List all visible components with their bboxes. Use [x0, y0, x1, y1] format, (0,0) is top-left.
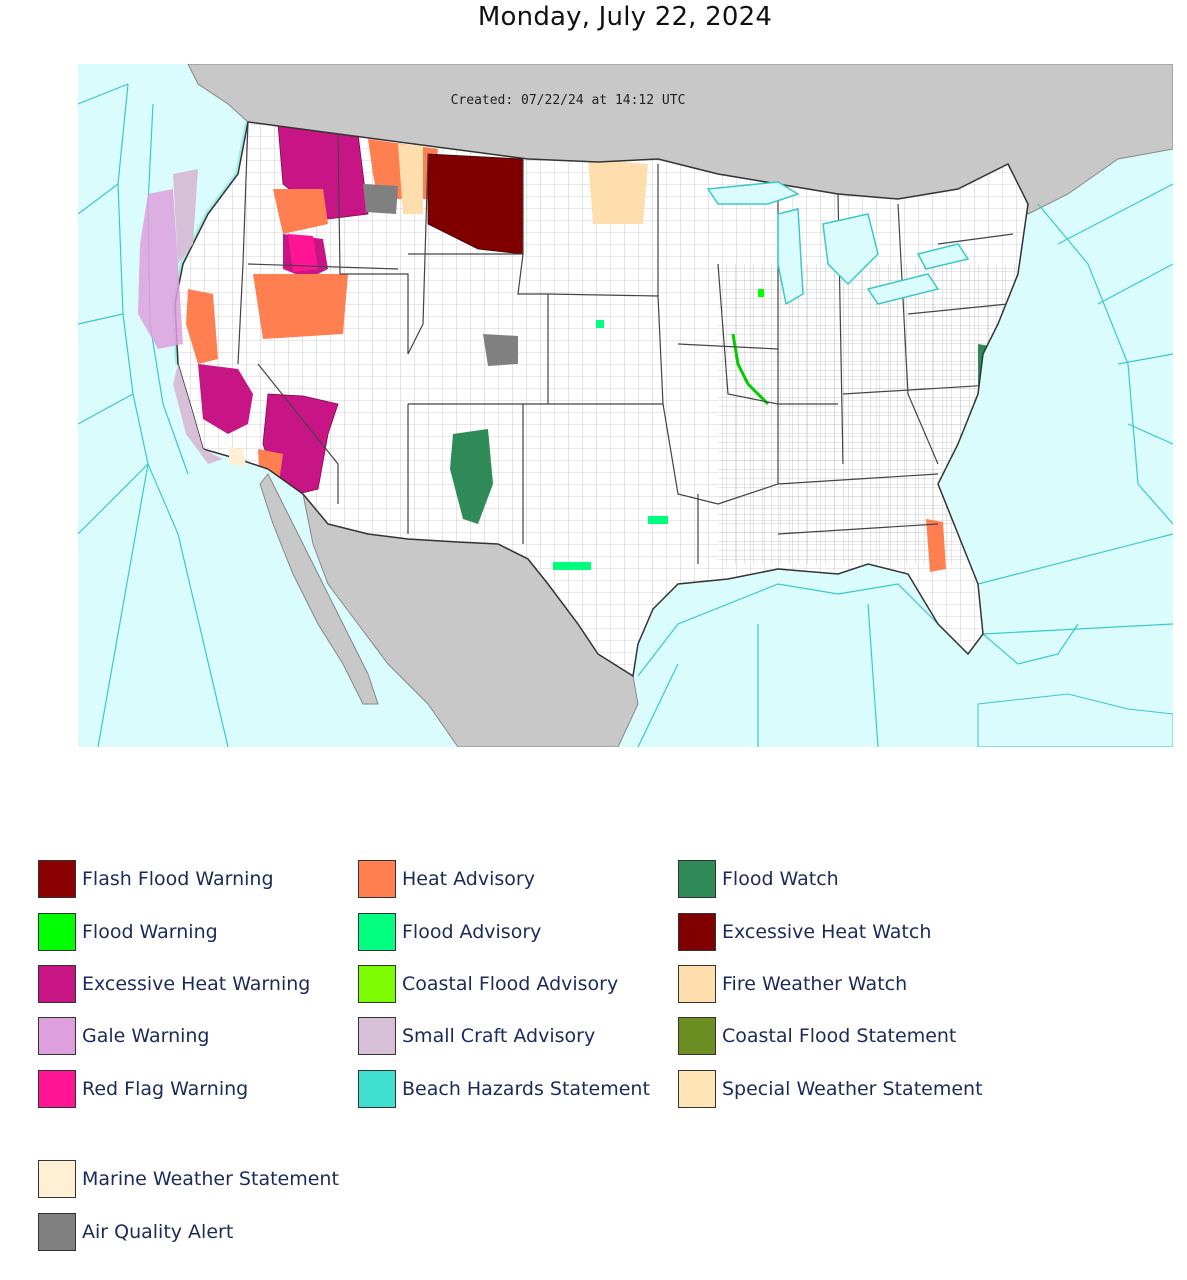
legend-item-special-weather-statement: Special Weather Statement: [678, 1069, 983, 1109]
heat-advisory-area: [253, 274, 348, 339]
legend-label: Marine Weather Statement: [82, 1168, 339, 1190]
red-flag-warning-area: [288, 234, 318, 272]
legend-label: Flood Advisory: [402, 921, 542, 943]
flood-warning-area: [731, 333, 770, 406]
legend-item-marine-weather-statement: Marine Weather Statement: [38, 1159, 339, 1199]
legend-swatch: [38, 1213, 76, 1251]
legend-swatch: [38, 1070, 76, 1108]
created-timestamp: Created: 07/22/24 at 14:12 UTC: [451, 93, 686, 108]
legend-swatch: [678, 913, 716, 951]
excessive-heat-watch-area: [427, 153, 524, 255]
legend-item-air-quality-alert: Air Quality Alert: [38, 1212, 233, 1252]
legend-label: Flood Watch: [722, 868, 839, 890]
air-quality-alert-area: [483, 334, 518, 366]
flood-advisory-area: [553, 562, 591, 570]
legend-swatch: [38, 1160, 76, 1198]
legend-swatch: [678, 965, 716, 1003]
legend-label: Excessive Heat Warning: [82, 973, 311, 995]
legend-swatch: [358, 965, 396, 1003]
marine-zones: [78, 83, 1173, 747]
flood-advisory-area: [596, 320, 604, 328]
legend-label: Special Weather Statement: [722, 1078, 983, 1100]
legend-label: Small Craft Advisory: [402, 1025, 596, 1047]
legend-label: Air Quality Alert: [82, 1221, 234, 1243]
heat-advisory-area: [186, 289, 218, 364]
legend-label: Coastal Flood Statement: [722, 1025, 957, 1047]
fire-weather-watch-area: [398, 144, 423, 214]
marine-weather-statement-area: [228, 447, 246, 466]
legend-label: Red Flag Warning: [82, 1078, 249, 1100]
legend-item-coastal-flood-statement: Coastal Flood Statement: [678, 1016, 956, 1056]
legend-swatch: [38, 965, 76, 1003]
legend-label: Beach Hazards Statement: [402, 1078, 650, 1100]
legend-swatch: [358, 860, 396, 898]
flood-advisory-area: [648, 516, 668, 524]
legend-swatch: [358, 1070, 396, 1108]
legend-item-small-craft-advisory: Small Craft Advisory: [358, 1016, 595, 1056]
page-title: Monday, July 22, 2024: [477, 2, 773, 32]
legend-item-gale-warning: Gale Warning: [38, 1016, 210, 1056]
legend-label: Fire Weather Watch: [722, 973, 908, 995]
legend-swatch: [678, 860, 716, 898]
legend-swatch: [38, 860, 76, 898]
legend-label: Flood Warning: [82, 921, 218, 943]
legend-item-flood-watch: Flood Watch: [678, 859, 839, 899]
legend-item-coastal-flood-advisory: Coastal Flood Advisory: [358, 964, 618, 1004]
heat-advisory-area: [273, 189, 328, 234]
small-craft-advisory-area: [173, 169, 198, 264]
legend-item-flood-warning: Flood Warning: [38, 912, 218, 952]
hazard-map[interactable]: Created: 07/22/24 at 14:12 UTC: [78, 64, 1173, 747]
excessive-heat-warning-area: [198, 364, 253, 434]
legend-label: Flash Flood Warning: [82, 868, 274, 890]
legend-label: Coastal Flood Advisory: [402, 973, 619, 995]
legend-item-flash-flood-warning: Flash Flood Warning: [38, 859, 274, 899]
legend-label: Heat Advisory: [402, 868, 535, 890]
legend-swatch: [358, 913, 396, 951]
legend-label: Gale Warning: [82, 1025, 210, 1047]
us-outline: [174, 121, 1029, 678]
baja-land: [259, 473, 379, 705]
flood-watch-area: [450, 429, 493, 524]
fire-weather-watch-area: [588, 159, 648, 224]
legend-swatch: [678, 1070, 716, 1108]
flood-warning-area: [758, 289, 764, 297]
legend-item-fire-weather-watch: Fire Weather Watch: [678, 964, 907, 1004]
legend-item-beach-hazards-statement: Beach Hazards Statement: [358, 1069, 650, 1109]
air-quality-alert-area: [363, 184, 398, 214]
legend-item-flood-advisory: Flood Advisory: [358, 912, 541, 952]
legend-swatch: [38, 1017, 76, 1055]
legend-label: Excessive Heat Watch: [722, 921, 932, 943]
state-borders: [237, 122, 1014, 564]
legend-swatch: [678, 1017, 716, 1055]
heat-advisory-area: [926, 519, 946, 572]
legend-item-red-flag-warning: Red Flag Warning: [38, 1069, 248, 1109]
legend-item-excessive-heat-warning: Excessive Heat Warning: [38, 964, 310, 1004]
legend-item-excessive-heat-watch: Excessive Heat Watch: [678, 912, 931, 952]
gale-warning-area: [138, 189, 183, 349]
legend-swatch: [38, 913, 76, 951]
legend-swatch: [358, 1017, 396, 1055]
small-craft-advisory-area: [173, 364, 223, 464]
legend-item-heat-advisory: Heat Advisory: [358, 859, 535, 899]
great-lakes: [706, 181, 970, 306]
